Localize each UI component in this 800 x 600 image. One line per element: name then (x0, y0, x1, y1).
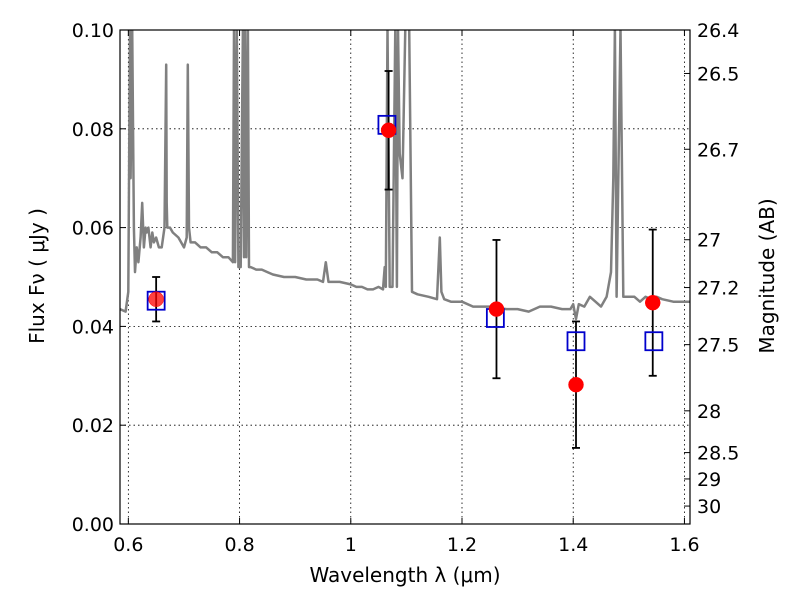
x-tick-label: 0.6 (113, 534, 143, 556)
observed-point (488, 301, 505, 317)
y2-tick-label: 30 (697, 496, 721, 518)
y2-axis-ticks: 26.4 26.5 26.7 27 27.2 27.5 28 28.5 29 30 (684, 20, 739, 518)
observed-point (568, 376, 584, 393)
observed-points (148, 122, 661, 393)
y2-tick-label: 28 (697, 401, 721, 423)
y-axis-label: Flux Fν ( μJy ) (25, 208, 49, 344)
model-squares (146, 114, 664, 352)
x-tick-label: 0.8 (224, 534, 254, 556)
y2-tick-label: 26.4 (697, 20, 739, 42)
x-tick-label: 1 (345, 534, 357, 556)
spectrum-line (120, 30, 690, 321)
y-tick-label: 0.10 (72, 20, 114, 42)
y-tick-label: 0.02 (72, 415, 114, 437)
y-tick-label: 0.08 (72, 119, 114, 141)
x-axis-label: Wavelength λ (μm) (309, 563, 500, 587)
y-tick-label: 0.06 (72, 218, 114, 240)
y2-tick-label: 27.2 (697, 278, 739, 300)
model-square-point (566, 331, 586, 352)
y2-tick-label: 26.5 (697, 63, 739, 85)
observed-point (644, 294, 661, 311)
y2-axis-label: Magnitude (AB) (755, 198, 779, 353)
observed-point (148, 291, 164, 307)
model-square-point (644, 331, 664, 352)
y-tick-label: 0.04 (72, 316, 114, 338)
x-axis-ticks: 0.6 0.8 1 1.2 1.4 1.6 (113, 30, 700, 556)
y2-tick-label: 26.7 (697, 139, 739, 161)
y-tick-label: 0.00 (72, 514, 114, 536)
spectrum-path (120, 30, 690, 321)
y-axis-ticks: 0.00 0.02 0.04 0.06 0.08 0.10 (72, 20, 126, 536)
x-tick-label: 1.6 (669, 534, 699, 556)
y2-tick-label: 29 (697, 469, 721, 491)
x-tick-label: 1.4 (558, 534, 588, 556)
plot-frame (119, 29, 691, 525)
x-tick-label: 1.2 (447, 534, 477, 556)
plot-border (119, 29, 691, 525)
y2-tick-label: 27 (697, 230, 721, 252)
observed-point (380, 122, 397, 139)
y2-tick-label: 27.5 (697, 335, 739, 357)
y2-tick-label: 28.5 (697, 443, 739, 465)
